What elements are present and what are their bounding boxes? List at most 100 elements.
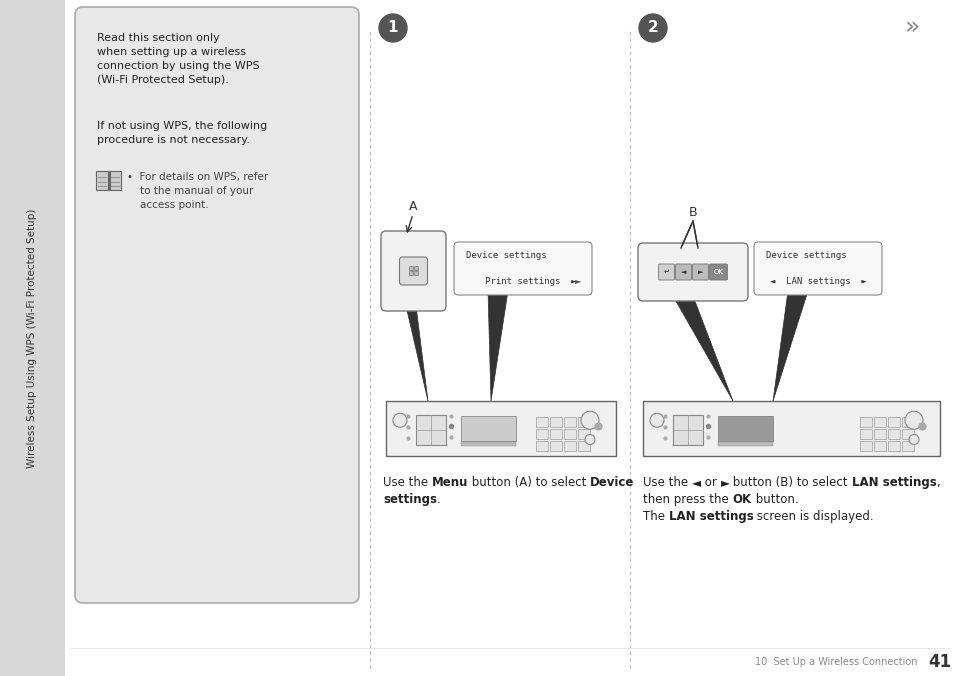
Bar xyxy=(887,441,899,450)
Circle shape xyxy=(904,411,923,429)
Bar xyxy=(563,429,576,439)
Text: Device settings: Device settings xyxy=(765,251,845,260)
FancyBboxPatch shape xyxy=(692,264,708,280)
Bar xyxy=(859,416,871,427)
Bar xyxy=(887,416,899,427)
Bar xyxy=(672,415,702,445)
Text: 41: 41 xyxy=(927,653,950,671)
Bar xyxy=(873,441,885,450)
FancyBboxPatch shape xyxy=(110,170,121,189)
Text: 10  Set Up a Wireless Connection: 10 Set Up a Wireless Connection xyxy=(754,657,917,667)
Bar xyxy=(642,401,939,456)
Text: ►: ► xyxy=(574,276,580,285)
Text: ◄: ◄ xyxy=(691,476,700,489)
FancyBboxPatch shape xyxy=(753,242,882,295)
Bar xyxy=(873,429,885,439)
Text: ◄: ◄ xyxy=(680,269,685,275)
Circle shape xyxy=(378,14,407,42)
Text: »: » xyxy=(903,16,919,40)
Text: Menu: Menu xyxy=(432,476,468,489)
Text: screen is displayed.: screen is displayed. xyxy=(753,510,873,523)
Bar xyxy=(550,416,561,427)
Text: or: or xyxy=(700,476,720,489)
Bar xyxy=(718,442,772,446)
Circle shape xyxy=(580,411,598,429)
Text: then press the: then press the xyxy=(642,493,732,506)
Text: •  For details on WPS, refer
    to the manual of your
    access point.: • For details on WPS, refer to the manua… xyxy=(127,172,268,210)
Bar xyxy=(460,416,516,441)
Bar xyxy=(718,416,772,441)
Text: ↵: ↵ xyxy=(663,269,669,275)
Text: 1: 1 xyxy=(387,20,397,36)
Bar xyxy=(859,441,871,450)
Bar xyxy=(578,416,589,427)
Bar xyxy=(386,401,616,456)
Text: settings: settings xyxy=(382,493,436,506)
Circle shape xyxy=(639,14,666,42)
Bar xyxy=(563,416,576,427)
Text: .: . xyxy=(436,493,440,506)
Bar xyxy=(414,266,418,270)
Circle shape xyxy=(649,413,663,427)
Text: Read this section only
when setting up a wireless
connection by using the WPS
(W: Read this section only when setting up a… xyxy=(97,33,259,85)
Bar xyxy=(901,429,913,439)
Bar xyxy=(536,416,547,427)
Text: The: The xyxy=(642,510,668,523)
Bar xyxy=(578,441,589,450)
Text: LAN settings: LAN settings xyxy=(668,510,753,523)
FancyBboxPatch shape xyxy=(454,242,592,295)
Text: ◄  LAN settings  ►: ◄ LAN settings ► xyxy=(769,276,865,285)
FancyBboxPatch shape xyxy=(399,257,427,285)
Bar xyxy=(550,429,561,439)
Text: ,: , xyxy=(936,476,940,489)
Bar xyxy=(409,266,413,270)
Bar xyxy=(414,271,418,275)
Text: button (A) to select: button (A) to select xyxy=(468,476,590,489)
Circle shape xyxy=(584,435,595,445)
Text: Device: Device xyxy=(590,476,634,489)
Bar xyxy=(901,441,913,450)
Text: button.: button. xyxy=(751,493,798,506)
Text: OK: OK xyxy=(713,269,722,275)
Text: Print settings  ►: Print settings ► xyxy=(469,276,577,285)
Text: A: A xyxy=(408,199,416,212)
Text: ►: ► xyxy=(720,476,729,489)
FancyBboxPatch shape xyxy=(380,231,446,311)
Bar xyxy=(901,416,913,427)
Bar xyxy=(460,442,516,446)
Bar xyxy=(550,441,561,450)
Polygon shape xyxy=(406,306,428,401)
Text: Wireless Setup Using WPS (Wi-Fi Protected Setup): Wireless Setup Using WPS (Wi-Fi Protecte… xyxy=(28,208,37,468)
Text: OK: OK xyxy=(732,493,751,506)
Bar xyxy=(536,441,547,450)
Bar xyxy=(0,0,65,676)
FancyBboxPatch shape xyxy=(96,170,109,189)
Text: button (B) to select: button (B) to select xyxy=(729,476,851,489)
Bar xyxy=(578,429,589,439)
Text: 2: 2 xyxy=(647,20,658,36)
FancyBboxPatch shape xyxy=(638,243,747,301)
Bar xyxy=(887,429,899,439)
Text: LAN settings: LAN settings xyxy=(851,476,936,489)
Bar xyxy=(873,416,885,427)
Text: ►: ► xyxy=(697,269,702,275)
Polygon shape xyxy=(772,291,807,401)
Polygon shape xyxy=(488,291,507,401)
Text: Use the: Use the xyxy=(382,476,432,489)
Circle shape xyxy=(393,413,407,427)
FancyBboxPatch shape xyxy=(675,264,691,280)
FancyBboxPatch shape xyxy=(709,264,727,280)
Bar xyxy=(859,429,871,439)
Polygon shape xyxy=(672,296,732,401)
Text: If not using WPS, the following
procedure is not necessary.: If not using WPS, the following procedur… xyxy=(97,121,267,145)
Bar xyxy=(416,415,446,445)
Text: B: B xyxy=(688,206,697,220)
Circle shape xyxy=(908,435,918,445)
FancyBboxPatch shape xyxy=(658,264,674,280)
FancyBboxPatch shape xyxy=(75,7,358,603)
Text: Use the: Use the xyxy=(642,476,691,489)
Bar xyxy=(409,271,413,275)
Bar xyxy=(536,429,547,439)
Text: Device settings: Device settings xyxy=(465,251,546,260)
Bar xyxy=(563,441,576,450)
